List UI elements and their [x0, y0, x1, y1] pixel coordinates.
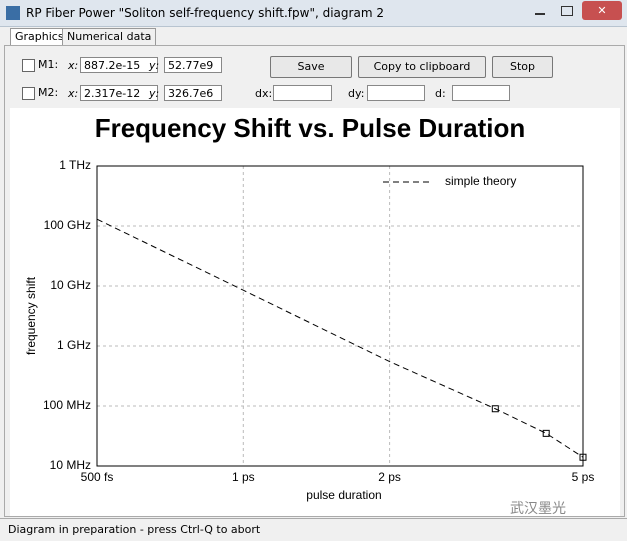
label: x: [68, 87, 79, 100]
plot-frame [96, 165, 584, 467]
data-line [96, 218, 584, 458]
chart: Frequency Shift vs. Pulse Duration 10 MHz… [10, 108, 620, 516]
label: d: [435, 87, 446, 100]
tab[interactable]: Numerical data [62, 28, 157, 46]
button[interactable]: Copy to clipboard [358, 56, 486, 78]
input[interactable]: 326.7e6 [164, 85, 222, 101]
y-tick-label: 100 GHz [44, 218, 91, 232]
watermark: 武汉墨光 [510, 501, 566, 517]
x-tick-label: 1 ps [232, 470, 255, 484]
data-marker [542, 429, 550, 437]
input[interactable] [273, 85, 332, 101]
minimize-button[interactable] [528, 2, 552, 20]
y-tick-label: 100 MHz [43, 398, 91, 412]
x-tick-label: 500 fs [81, 470, 114, 484]
maximize-button[interactable] [555, 2, 579, 20]
window-title: RP Fiber Power "Soliton self-frequency s… [26, 6, 384, 20]
x-tick-label: 5 ps [572, 470, 595, 484]
data-marker [579, 453, 587, 461]
legend-label: simple theory [445, 174, 516, 188]
label: M1: [38, 58, 59, 71]
y-tick-label: 1 GHz [57, 338, 91, 352]
checkbox[interactable] [22, 87, 35, 100]
input[interactable] [452, 85, 510, 101]
x-axis-label: pulse duration [306, 488, 381, 502]
y-tick-label: 1 THz [59, 158, 91, 172]
chart-title: Frequency Shift vs. Pulse Duration [95, 113, 526, 143]
title-bar: RP Fiber Power "Soliton self-frequency s… [0, 0, 627, 27]
button[interactable]: Stop [492, 56, 553, 78]
chart-background [10, 108, 620, 516]
input[interactable]: 887.2e-15 [80, 57, 158, 73]
x-tick-label: 2 ps [378, 470, 401, 484]
y-tick-label: 10 MHz [50, 458, 91, 472]
tab-panel [4, 45, 625, 517]
y-tick-label: 10 GHz [50, 278, 91, 292]
label: y: [149, 87, 160, 100]
input[interactable]: 2.317e-12 [80, 85, 158, 101]
input[interactable]: 52.77e9 [164, 57, 222, 73]
tab[interactable]: Graphics [10, 28, 69, 46]
checkbox[interactable] [22, 59, 35, 72]
label: M2: [38, 86, 59, 99]
status-bar: Diagram in preparation - press Ctrl-Q to… [0, 518, 627, 541]
label: y: [149, 59, 160, 72]
app-icon [6, 6, 20, 20]
data-marker [491, 405, 499, 413]
close-button[interactable]: ✕ [582, 1, 622, 20]
label: dx: [255, 87, 273, 100]
label: dy: [348, 87, 365, 100]
label: x: [68, 59, 79, 72]
input[interactable] [367, 85, 425, 101]
status-text: Diagram in preparation - press Ctrl-Q to… [8, 523, 261, 536]
button[interactable]: Save [270, 56, 352, 78]
y-axis-label: frequency shift [24, 276, 38, 355]
